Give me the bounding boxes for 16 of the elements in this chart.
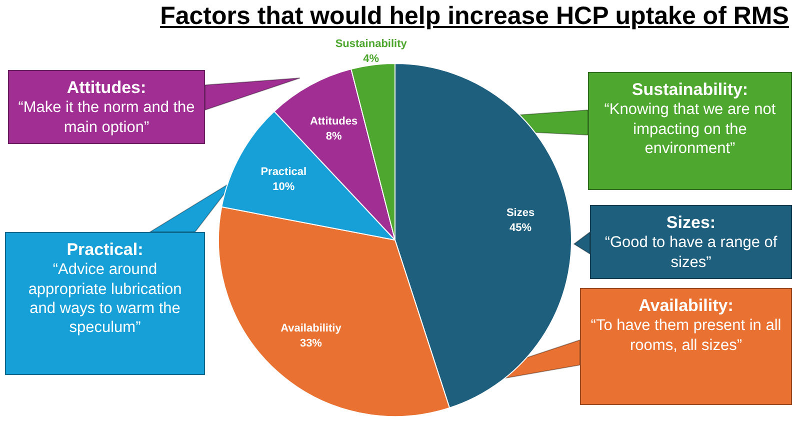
text: Practical: “Advice around appropriate lubrication and ways to warm the speculum”: [27, 239, 183, 336]
data-label: 4%: [363, 52, 380, 65]
slice-label: Availabilitiy: [280, 322, 342, 334]
slice-label: Practical: [260, 166, 307, 178]
chart-title: Factors that would help increase HCP uptake of RMS: [159, 2, 790, 31]
slice-label: Sustainability: [335, 38, 408, 50]
slice-label: Attitudes: [310, 116, 358, 128]
data-label: 8%: [326, 130, 342, 143]
text: Sustainability: “Knowing that we are not impacting on the environment”: [603, 79, 777, 157]
text: Availability: “To have them present in all rooms, all sizes”: [590, 295, 782, 354]
text: Sizes: “Good to have a range of sizes”: [604, 212, 778, 271]
data-label: 33%: [300, 337, 322, 350]
data-label: 45%: [510, 222, 532, 234]
slice-label: Sizes: [506, 207, 535, 220]
text: Attitudes: “Make it the norm and the main option”: [17, 77, 196, 136]
data-label: 10%: [272, 180, 295, 193]
